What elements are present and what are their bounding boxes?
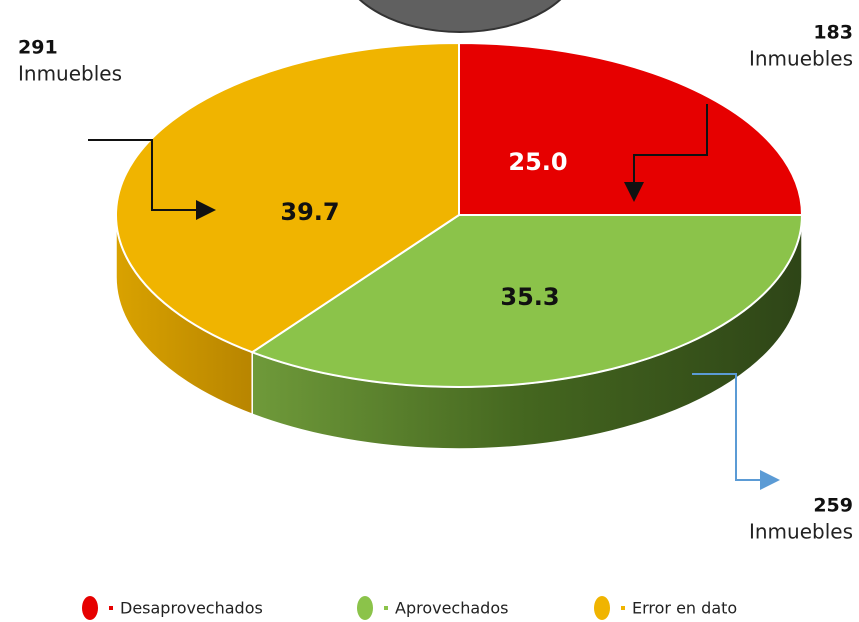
arrow [692,373,780,490]
count-label: 183 [813,22,853,44]
arrow [624,104,708,202]
legend-marker [357,596,373,620]
legend-label: Aprovechados [395,599,508,618]
legend-dot [384,606,388,610]
legend-marker [594,596,610,620]
decor-circle [358,0,562,33]
pie [115,41,804,450]
legend-label: Error en dato [632,599,737,618]
data-label: 39.7 [280,198,339,226]
legend-label: Desaprovechados [120,599,263,618]
count-unit: Inmuebles [749,520,853,544]
count-label: 291 [18,37,58,59]
data-label: 25.0 [508,148,567,176]
legend-marker [82,596,98,620]
legend-dot [621,606,625,610]
legend-dot [109,606,113,610]
count-unit: Inmuebles [18,62,122,86]
slice [115,41,460,354]
slice [250,214,804,388]
arrow [88,139,216,220]
labels: 25.0 35.3 39.7 183 Inmuebles 259 Inmuebles 291 I… [18,22,853,620]
count-label: 259 [813,495,853,517]
data-label: 35.3 [500,283,559,311]
count-unit: Inmuebles [749,47,853,71]
slice [458,41,804,216]
